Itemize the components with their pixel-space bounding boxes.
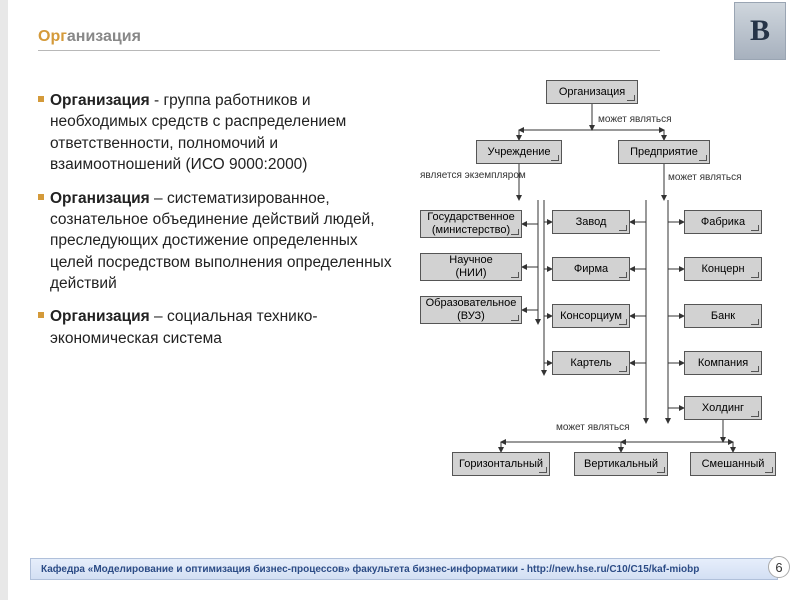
node-vert: Вертикальный <box>574 452 668 476</box>
bullet-list: Организация - группа работников и необхо… <box>38 90 398 361</box>
node-firma: Фирма <box>552 257 630 281</box>
node-fabr: Фабрика <box>684 210 762 234</box>
node-gos: Государственное(министерство) <box>420 210 522 238</box>
node-uchr: Учреждение <box>476 140 562 164</box>
page-title: Организация <box>38 28 660 50</box>
node-konc: Концерн <box>684 257 762 281</box>
node-kartel: Картель <box>552 351 630 375</box>
edge-label: может являться <box>598 114 672 125</box>
node-obraz: Образовательное(ВУЗ) <box>420 296 522 324</box>
org-diagram: Организация Учреждение Предприятие Государс… <box>406 68 798 488</box>
footer-text: Кафедра «Моделирование и оптимизация биз… <box>41 564 699 575</box>
slide: Организация В Организация - группа работ… <box>0 0 800 600</box>
title-bar: Организация <box>38 28 660 51</box>
node-nauch: Научное(НИИ) <box>420 253 522 281</box>
node-smesh: Смешанный <box>690 452 776 476</box>
bullet-item: Организация – социальная технико-экономи… <box>38 306 398 349</box>
node-predpr: Предприятие <box>618 140 710 164</box>
bullet-item: Организация – систематизированное, созна… <box>38 188 398 295</box>
bullet-term: Организация <box>50 308 150 325</box>
edge-label: является экземпляром <box>420 170 526 181</box>
bullet-item: Организация - группа работников и необхо… <box>38 90 398 176</box>
title-accent: Орг <box>38 28 67 45</box>
footer-bar: Кафедра «Моделирование и оптимизация биз… <box>30 558 778 580</box>
bullet-term: Организация <box>50 190 150 207</box>
node-komp: Компания <box>684 351 762 375</box>
edge-label: может являться <box>556 422 630 433</box>
node-horiz: Горизонтальный <box>452 452 550 476</box>
edge-label: может являться <box>668 172 742 183</box>
title-rest: анизация <box>67 28 141 45</box>
logo: В <box>734 2 786 60</box>
node-kons: Консорциум <box>552 304 630 328</box>
page-number: 6 <box>768 556 790 578</box>
node-hold: Холдинг <box>684 396 762 420</box>
node-bank: Банк <box>684 304 762 328</box>
bullet-term: Организация <box>50 92 150 109</box>
node-org: Организация <box>546 80 638 104</box>
node-zavod: Завод <box>552 210 630 234</box>
